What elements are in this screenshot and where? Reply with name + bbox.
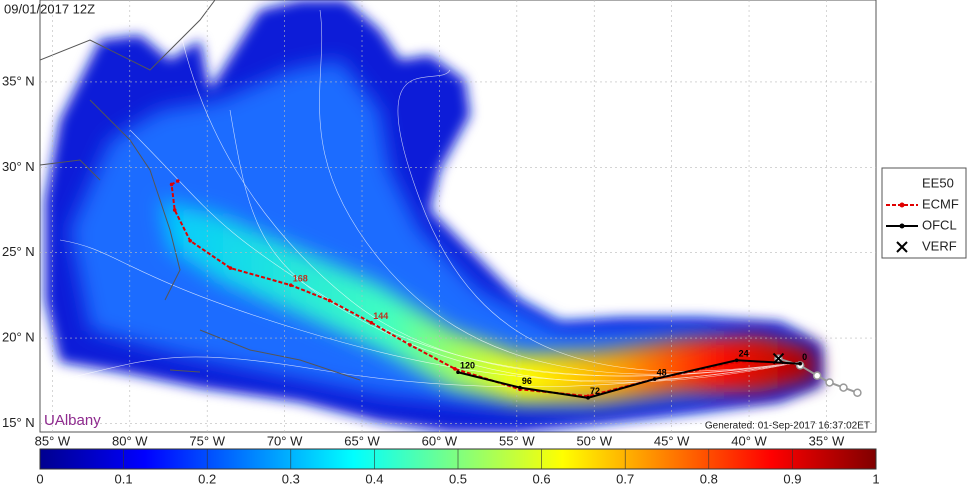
legend-swatch-dot — [899, 202, 905, 208]
ofcl-hour-label: 96 — [522, 376, 532, 386]
ecmf-track-point — [169, 182, 174, 187]
colorbar-tick-label: 1 — [872, 471, 879, 486]
legend-swatch-dot — [899, 223, 905, 229]
ofcl-track-point — [798, 361, 802, 366]
ecmf-track-point — [188, 238, 192, 243]
legend-label: VERF — [922, 238, 957, 253]
credit: UAlbany — [44, 412, 101, 429]
ecmf-hour-label: 168 — [293, 274, 308, 284]
ofcl-track-point — [652, 377, 657, 381]
lon-tick-label: 70° W — [267, 433, 303, 448]
lon-tick-label: 45° W — [654, 433, 690, 448]
graticule — [40, 0, 876, 432]
verf-marker — [772, 352, 785, 365]
ofcl-track-point — [456, 370, 460, 375]
lon-tick-label: 80° W — [112, 433, 148, 448]
ofcl-hour-label: 120 — [460, 361, 475, 371]
ofcl-hour-label: 48 — [657, 367, 667, 377]
density-mid — [70, 60, 810, 410]
legend-label: OFCL — [922, 217, 957, 232]
map-title: 09/01/2017 12Z — [4, 1, 95, 16]
lat-tick-label: 25° N — [2, 244, 35, 259]
best-track-point — [825, 378, 834, 387]
ecmf-track-point — [172, 208, 177, 212]
colorbar-tick-label: 0.7 — [616, 471, 634, 486]
legend-swatch-x — [896, 241, 908, 253]
lon-tick-label: 60° W — [422, 433, 458, 448]
best-track-point — [812, 371, 822, 380]
ofcl-hour-label: 24 — [739, 349, 749, 359]
lat-tick-label: 35° N — [2, 73, 35, 88]
ecmf-track-point — [327, 298, 332, 303]
colorbar-tick-label: 0.4 — [365, 471, 383, 486]
ecmf-track-point — [289, 283, 293, 287]
best-track-point — [853, 388, 862, 397]
colorbar-tick-label: 0.3 — [282, 471, 300, 486]
ofcl-track-point — [586, 396, 590, 400]
colorbar-tick-label: 0.5 — [449, 471, 467, 486]
ofcl-hour-label: 72 — [590, 386, 600, 396]
density-field — [40, 0, 822, 432]
density-band — [160, 200, 818, 402]
ecmf-track-point — [453, 367, 457, 371]
legend-label: ECMF — [922, 196, 959, 211]
generated-note: Generated: 01-Sep-2017 16:37:02ET — [705, 421, 870, 432]
lon-tick-label: 75° W — [189, 433, 225, 448]
ofcl-hour-label: 0 — [802, 352, 807, 362]
lon-tick-label: 65° W — [344, 433, 380, 448]
colorbar-tick-label: 0.2 — [198, 471, 216, 486]
colorbar-tick-label: 0.8 — [700, 471, 718, 486]
colorbar-tick-label: 0.9 — [783, 471, 801, 486]
tracks: 144 168 0 24 48 72 96 120 — [169, 179, 862, 400]
coastlines — [40, 0, 361, 381]
ecmf-track-point — [369, 320, 374, 325]
ofcl-track-point — [518, 385, 522, 390]
colorbar-tick-label: 0.1 — [115, 471, 133, 486]
colorbar: 0 0.1 0.2 0.3 0.4 0.5 0.6 0.7 0.8 0.9 1 — [36, 448, 880, 486]
lon-tick-label: 40° W — [731, 433, 767, 448]
ecmf-hour-label: 144 — [373, 311, 388, 321]
legend-label: EE50 — [922, 175, 954, 190]
lat-tick-label: 15° N — [2, 415, 35, 430]
lat-tick-label: 30° N — [2, 159, 35, 174]
ofcl-track-line — [457, 359, 801, 399]
colorbar-tick-label: 0 — [36, 471, 43, 486]
ecmf-track-point — [228, 266, 233, 270]
ecmf-track-point — [408, 343, 412, 347]
colorbar-tick-label: 0.6 — [533, 471, 551, 486]
lon-tick-label: 55° W — [499, 433, 535, 448]
best-track-point — [839, 383, 848, 392]
ofcl-track-point — [734, 358, 739, 363]
ensemble-tracks — [59, 9, 801, 388]
lat-tick-label: 20° N — [2, 330, 35, 345]
lon-tick-label: 35° W — [809, 433, 845, 448]
legend: EE50 ECMF OFCL VERF — [886, 175, 959, 253]
lon-tick-label: 85° W — [35, 433, 71, 448]
ecmf-track-point — [175, 179, 180, 183]
lon-tick-label: 50° W — [576, 433, 612, 448]
